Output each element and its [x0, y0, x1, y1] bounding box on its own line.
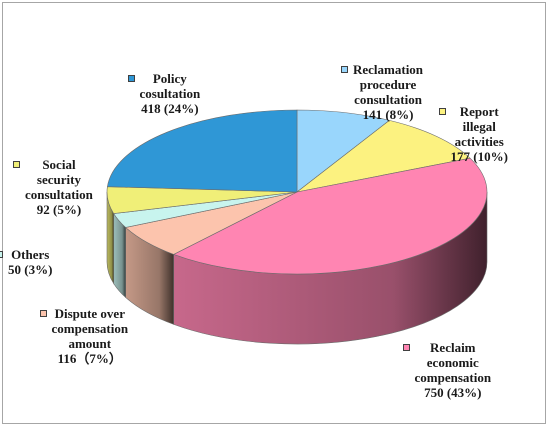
- slice-label-0: Reclamation procedure consultation 141 (8%): [353, 62, 423, 122]
- slice-label-line: 92 (5%): [36, 202, 82, 217]
- pie-slice-2: [172, 157, 488, 275]
- slice-label-5: Social security consultation 92 (5%): [25, 157, 93, 217]
- slice-label-line: Policy: [152, 71, 187, 86]
- slice-label-line: amount: [68, 336, 112, 351]
- slice-label-line: consultation: [354, 92, 422, 107]
- slice-label-line: 141 (8%): [362, 107, 414, 122]
- slice-label-1: Report illegal activities 177 (10%): [451, 104, 508, 164]
- slice-label-line: cosultation: [139, 86, 201, 101]
- slice-label-line: compensation: [414, 370, 492, 385]
- slice-label-line: 418 (24%): [141, 101, 199, 116]
- slice-label-2: Reclaim economic compensation 750 (43%): [415, 340, 492, 400]
- slice-label-line: procedure: [359, 77, 417, 92]
- slice-label-line: 750 (43%): [424, 385, 482, 400]
- legend-marker-1: [438, 108, 446, 115]
- slice-label-line: economic: [426, 355, 479, 370]
- slice-label-6: Policy cosultation 418 (24%): [140, 71, 201, 116]
- slice-label-line: 116（7%）: [57, 351, 122, 366]
- pie-slice-0: [296, 109, 391, 193]
- slice-label-line: Report: [459, 104, 499, 119]
- slice-label-line: Dispute over: [54, 306, 125, 321]
- slice-label-line: activities: [454, 134, 504, 149]
- slice-label-line: consultation: [25, 187, 93, 202]
- legend-marker-0: [341, 66, 348, 73]
- legend-marker-3: [39, 310, 47, 317]
- legend-marker-5: [13, 161, 20, 168]
- slice-label-3: Dispute over compensation amount 116（7%）: [52, 306, 129, 366]
- legend-marker-2: [402, 344, 410, 351]
- slice-label-line: compensation: [51, 321, 129, 336]
- slice-label-line: security: [36, 172, 81, 187]
- slice-label-line: Reclamation: [353, 62, 424, 77]
- slice-label-line: 50 (3%): [8, 262, 53, 277]
- slice-label-line: Social: [42, 157, 76, 172]
- slice-label-line: Reclaim: [430, 340, 476, 355]
- pie-slice-1: [296, 120, 471, 193]
- slice-label-line: 177 (10%): [450, 149, 508, 164]
- slice-label-line: illegal: [462, 119, 496, 134]
- slice-label-line: Others: [11, 247, 50, 262]
- legend-marker-6: [127, 75, 135, 82]
- legend-marker-4: [0, 251, 3, 258]
- pie-slice-6: [107, 109, 298, 193]
- slice-label-4: Others 50 (3%): [8, 247, 52, 277]
